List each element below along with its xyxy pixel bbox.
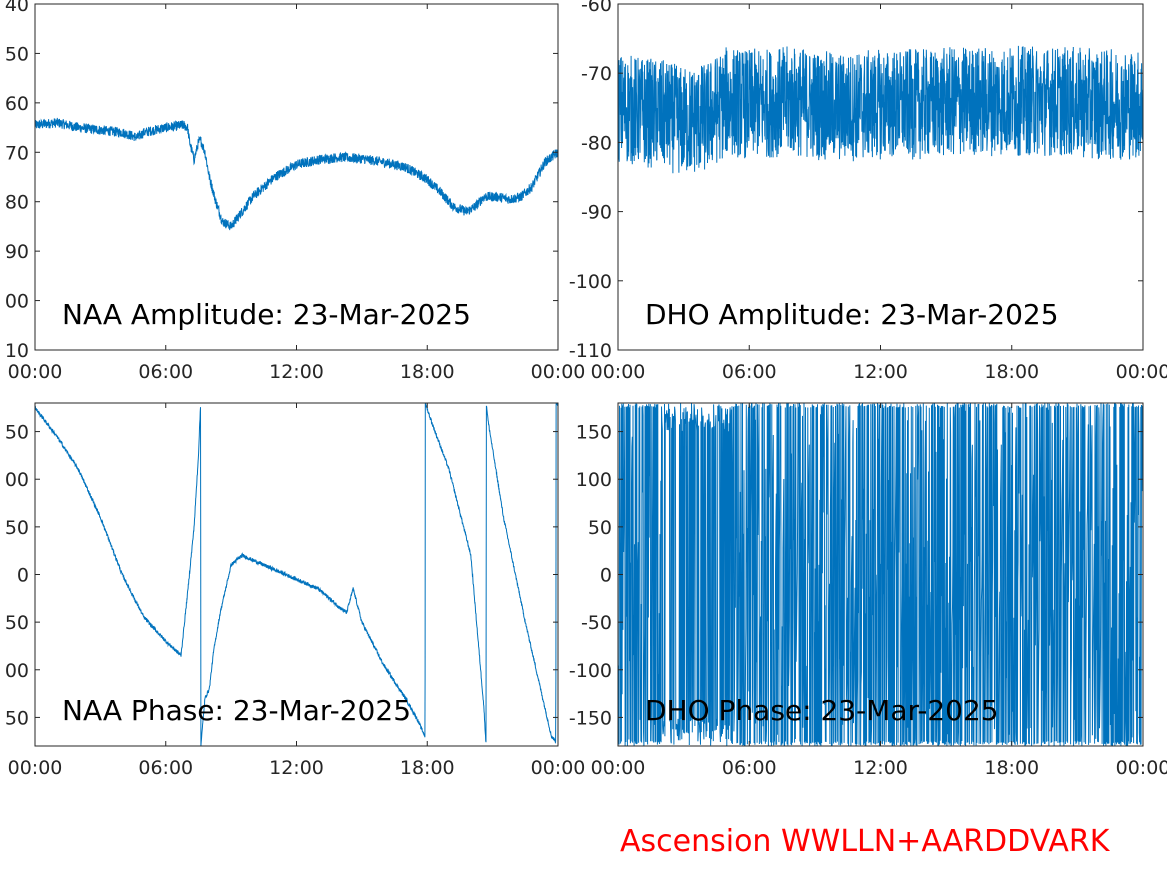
- y-tick-label: 50: [5, 422, 29, 444]
- x-tick-label: 00:00: [8, 757, 63, 779]
- y-tick-label: 10: [5, 340, 29, 362]
- y-tick-label: 40: [5, 0, 29, 16]
- y-tick-label: -110: [569, 340, 612, 362]
- y-tick-label: 60: [5, 93, 29, 115]
- y-tick-label: -100: [569, 271, 612, 293]
- y-tick-label: 0: [17, 565, 29, 587]
- y-tick-label: 100: [576, 469, 612, 491]
- y-tick-label: 80: [5, 192, 29, 214]
- x-tick-label: 00:00: [1116, 361, 1167, 383]
- series-line: [35, 403, 558, 746]
- y-tick-label: 50: [5, 612, 29, 634]
- y-tick-label: -90: [581, 202, 612, 224]
- x-tick-label: 06:00: [722, 757, 777, 779]
- y-tick-label: 150: [576, 422, 612, 444]
- dho-amplitude-panel: 00:00 06:00 12:00 18:00 00:00 -60 -70 -80 -90 -10…: [569, 0, 1167, 383]
- naa-phase-panel: 00:00 06:00 12:00 18:00 00:00 50 00 50 0 50 00 50 NA…: [5, 402, 586, 779]
- y-tick-label: -150: [569, 707, 612, 729]
- x-tick-label: 00:00: [8, 361, 63, 383]
- x-tick-label: 12:00: [269, 361, 324, 383]
- series-line: [618, 45, 1143, 174]
- naa-amplitude-panel: 00:00 06:00 12:00 18:00 00:00 40 50 60 70 80 90 00 1…: [5, 0, 586, 383]
- series-line: [35, 117, 558, 231]
- x-tick-label: 00:00: [591, 361, 646, 383]
- y-tick-label: -50: [581, 612, 612, 634]
- x-tick-label: 06:00: [722, 361, 777, 383]
- y-tick-label: 90: [5, 241, 29, 263]
- panel-title: DHO Amplitude: 23-Mar-2025: [645, 298, 1059, 331]
- x-tick-label: 18:00: [400, 361, 455, 383]
- y-tick-label: -80: [581, 132, 612, 154]
- x-tick-label: 00:00: [531, 361, 586, 383]
- x-tick-label: 18:00: [984, 361, 1039, 383]
- x-tick-label: 00:00: [1116, 757, 1167, 779]
- x-tick-label: 12:00: [269, 757, 324, 779]
- y-tick-label: 50: [5, 43, 29, 65]
- x-tick-label: 06:00: [138, 361, 193, 383]
- y-tick-label: -60: [581, 0, 612, 16]
- y-tick-label: -70: [581, 63, 612, 85]
- y-tick-label: 00: [5, 291, 29, 313]
- y-tick-label: 0: [600, 565, 612, 587]
- x-tick-label: 12:00: [853, 757, 908, 779]
- panel-title: NAA Amplitude: 23-Mar-2025: [62, 298, 471, 331]
- y-tick-label: 50: [588, 517, 612, 539]
- x-tick-label: 06:00: [138, 757, 193, 779]
- y-tick-label: 00: [5, 469, 29, 491]
- x-tick-label: 00:00: [591, 757, 646, 779]
- y-tick-label: 50: [5, 707, 29, 729]
- x-tick-label: 18:00: [400, 757, 455, 779]
- panel-title: NAA Phase: 23-Mar-2025: [62, 694, 411, 727]
- y-tick-label: 00: [5, 660, 29, 682]
- station-caption: Ascension WWLLN+AARDDVARK: [620, 824, 1110, 859]
- panel-title: DHO Phase: 23-Mar-2025: [645, 694, 999, 727]
- series-line: [618, 403, 1143, 746]
- dho-phase-panel: 00:00 06:00 12:00 18:00 00:00 150 100 50 0 -50 -10…: [569, 402, 1167, 779]
- x-tick-label: 18:00: [984, 757, 1039, 779]
- y-tick-label: 70: [5, 142, 29, 164]
- x-tick-label: 12:00: [853, 361, 908, 383]
- y-tick-label: -100: [569, 660, 612, 682]
- y-tick-label: 50: [5, 517, 29, 539]
- x-tick-label: 00:00: [531, 757, 586, 779]
